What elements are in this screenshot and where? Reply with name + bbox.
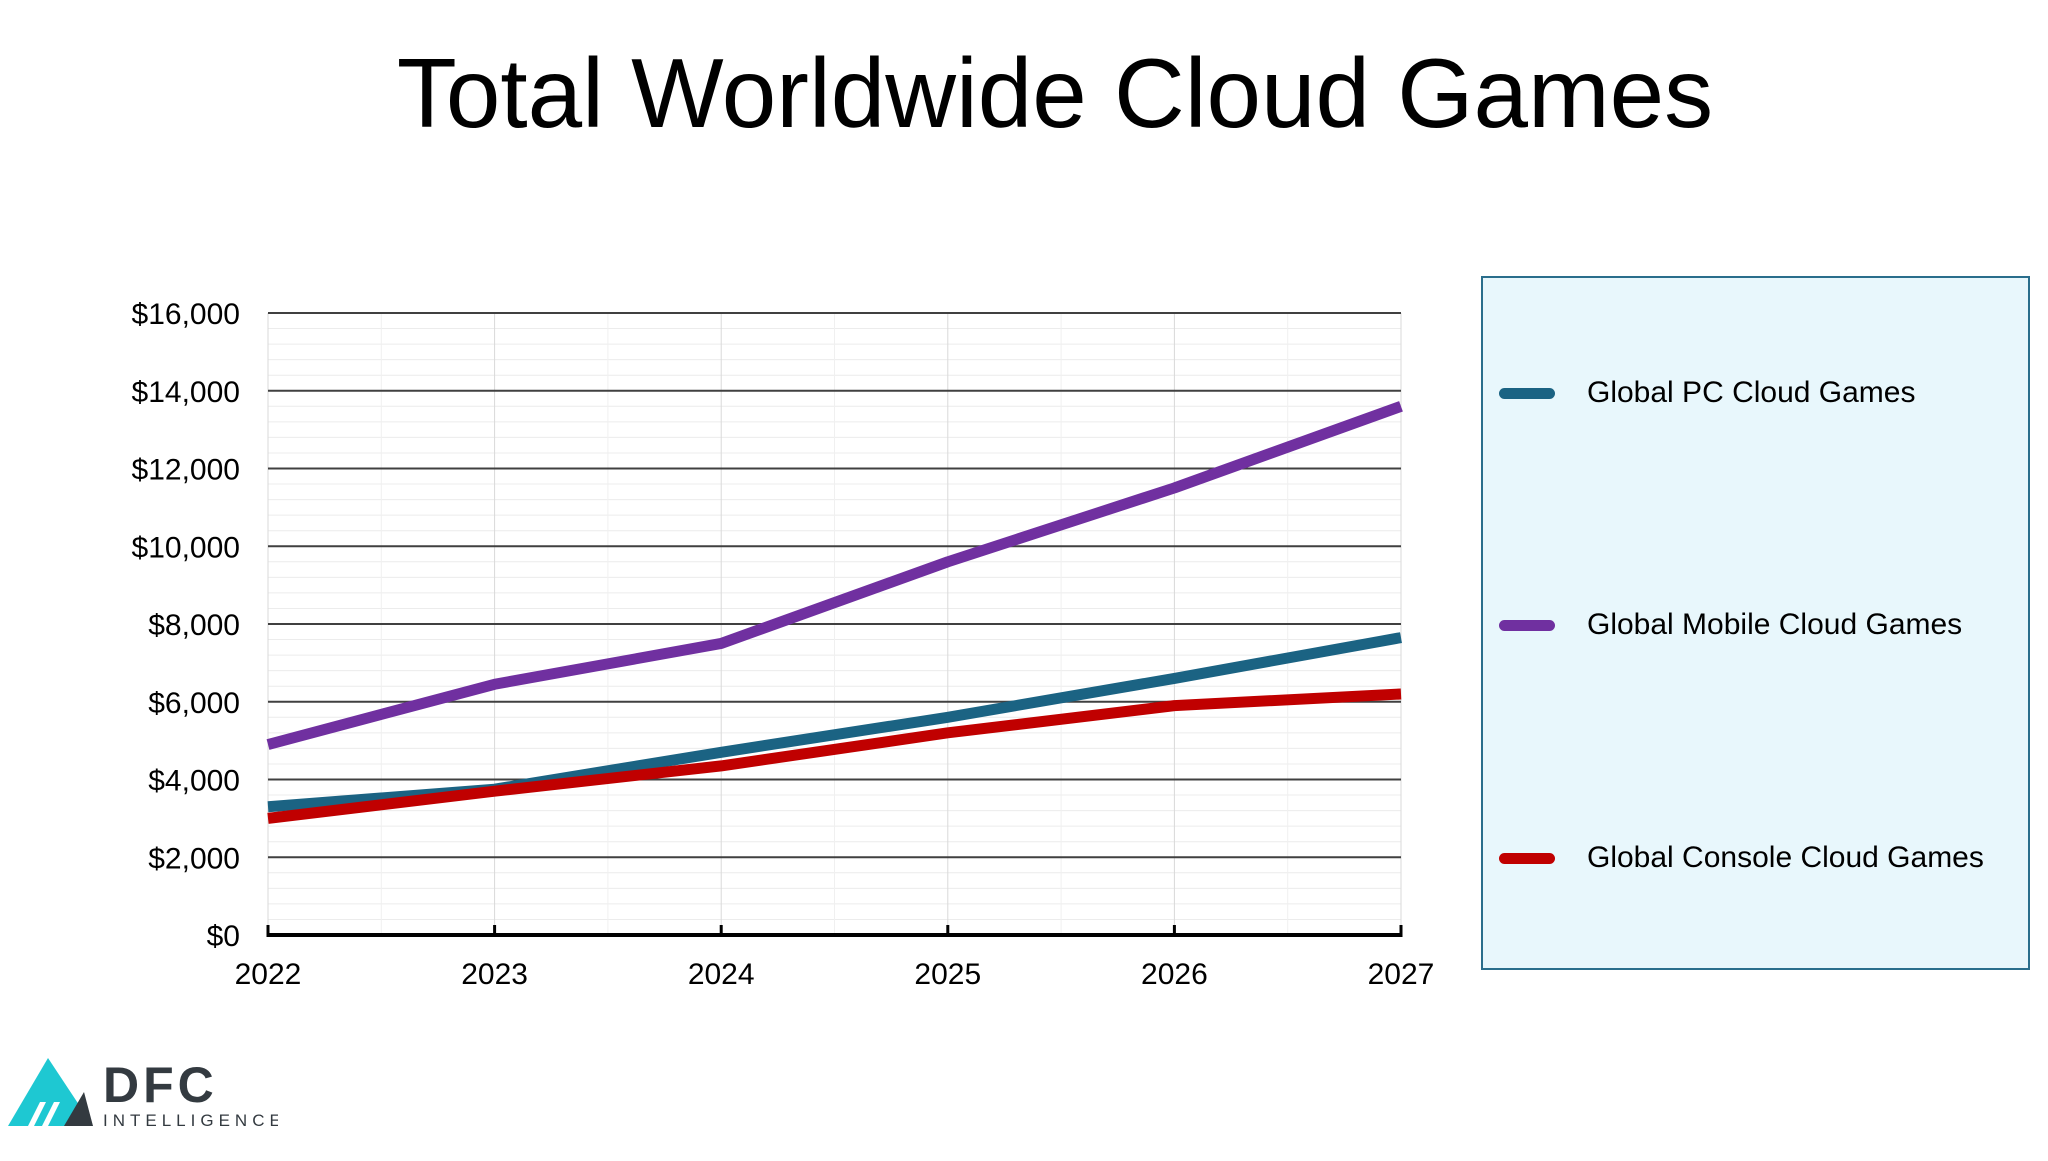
- y-tick-label: $4,000: [148, 765, 240, 798]
- y-tick-label: $16,000: [132, 298, 240, 331]
- x-tick-label: 2025: [914, 958, 981, 991]
- x-tick-label: 2027: [1368, 958, 1435, 991]
- chart-title: Total Worldwide Cloud Games: [396, 38, 1714, 148]
- logo-subtitle: INTELLIGENCE: [103, 1111, 278, 1130]
- series-line-global-console-cloud-games: [267, 688, 1402, 824]
- y-tick-label: $12,000: [132, 454, 240, 487]
- legend-label-mobile: Global Mobile Cloud Games: [1587, 608, 1963, 641]
- y-tick-label: $2,000: [148, 842, 240, 875]
- y-tick-label: $10,000: [132, 531, 240, 564]
- y-tick-label: $6,000: [148, 687, 240, 720]
- x-tick-label: 2026: [1141, 958, 1208, 991]
- y-tick-label: $0: [207, 920, 240, 953]
- series-line-global-mobile-cloud-games: [266, 401, 1403, 750]
- legend-item-console: Global Console Cloud Games: [1499, 841, 1984, 875]
- legend-swatch-console: [1499, 852, 1555, 864]
- legend-label-pc: Global PC Cloud Games: [1587, 376, 1916, 409]
- line-chart: $0 $2,000 $4,000 $6,000 $8,000 $10,000 $12,000…: [132, 298, 1435, 991]
- legend: Global PC Cloud Games Global Mobile Clou…: [1481, 276, 2030, 970]
- logo-text: DFC: [103, 1058, 218, 1113]
- legend-label-console: Global Console Cloud Games: [1587, 841, 1984, 874]
- y-tick-label: $14,000: [132, 376, 240, 409]
- legend-item-pc: Global PC Cloud Games: [1499, 376, 1915, 410]
- legend-swatch-pc: [1499, 387, 1555, 399]
- y-tick-label: $8,000: [148, 609, 240, 642]
- dfc-intelligence-logo: DFC INTELLIGENCE: [8, 1058, 278, 1130]
- x-tick-label: 2024: [688, 958, 755, 991]
- x-tick-label: 2022: [235, 958, 302, 991]
- legend-item-mobile: Global Mobile Cloud Games: [1499, 608, 1962, 642]
- x-tick-label: 2023: [461, 958, 528, 991]
- legend-swatch-mobile: [1499, 619, 1555, 631]
